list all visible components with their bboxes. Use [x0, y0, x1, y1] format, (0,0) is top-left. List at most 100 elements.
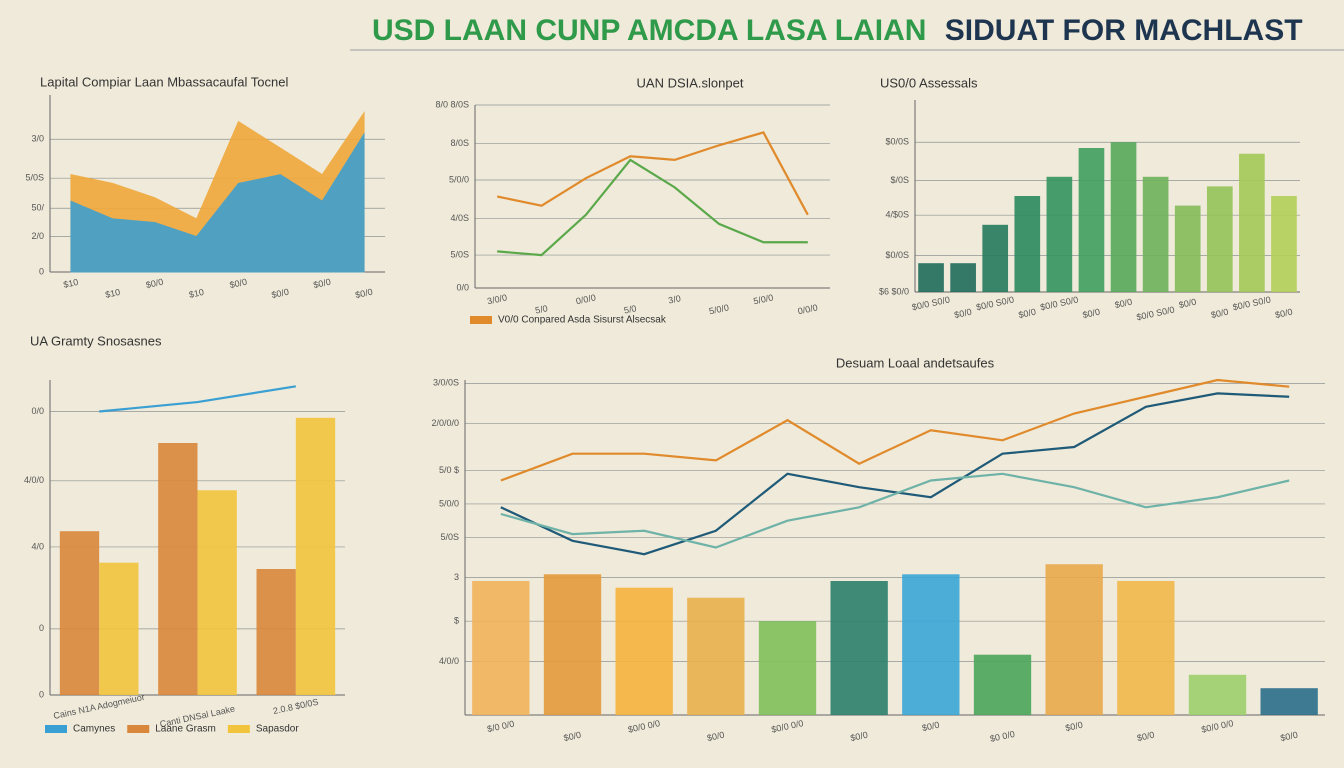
chart-title: Desuam Loaal andetsaufes [836, 355, 995, 370]
bar [1174, 205, 1201, 292]
x-tick-label: $0/0 [229, 277, 248, 290]
line [497, 158, 808, 257]
x-tick-label: $0/0 [1274, 307, 1293, 320]
x-tick-label: 5/0 [534, 303, 548, 315]
bar [295, 417, 336, 695]
legend-label: Camynes [73, 724, 115, 735]
y-tick-label: 0 [39, 623, 44, 633]
y-tick-label: 0 [39, 266, 44, 276]
y-tick-label: $6 $0/0 [879, 286, 909, 296]
bar [1046, 176, 1073, 292]
bar [59, 531, 100, 695]
x-tick-label: 2.0.8 $0/0S [272, 697, 319, 716]
y-tick-label: $ [454, 616, 459, 626]
x-tick-label: $0/0 S0/0 [1136, 304, 1176, 322]
legend-label: V0/0 Conpared Asda Sisurst Alsecsak [498, 315, 667, 326]
y-tick-label: 4/0S [450, 213, 469, 223]
x-tick-label: 5/0/0 [708, 302, 730, 316]
y-tick-label: $0/0S [885, 250, 909, 260]
x-tick-label: 5/0 [623, 303, 637, 315]
legend-swatch [227, 725, 250, 733]
x-tick-label: $0/0 S0/0 [975, 294, 1015, 312]
legend-label: Laane Grasm [155, 724, 216, 735]
legend-swatch [45, 725, 67, 733]
y-tick-label: 5/0S [25, 173, 44, 183]
y-tick-label: 0/0 [456, 282, 469, 292]
x-tick-label: 0/0/0 [797, 302, 819, 316]
y-tick-label: 4/0/0 [439, 656, 459, 666]
y-tick-label: 4/$0S [885, 210, 909, 220]
x-tick-label: $0/0 S0/0 [1039, 294, 1079, 312]
area [70, 132, 365, 273]
x-tick-label: $0/0 [1082, 307, 1101, 320]
bar [99, 562, 139, 695]
x-tick-label: $0/0 S0/0 [1232, 294, 1272, 312]
y-tick-label: 4/0/0 [24, 475, 44, 485]
y-tick-label: 5/0/0 [439, 498, 459, 508]
y-tick-label: $/0S [890, 175, 909, 185]
legend-swatch [127, 725, 150, 733]
x-tick-label: $10 [104, 287, 121, 300]
bar [1110, 142, 1137, 292]
line [500, 472, 1290, 549]
line [99, 385, 297, 413]
y-tick-label: 5/0/0 [449, 174, 469, 184]
x-tick-label: $10 [188, 287, 205, 300]
bar [197, 490, 237, 695]
x-tick-label: $0/0 [1210, 307, 1229, 320]
bar [1260, 688, 1318, 715]
bar [1271, 196, 1297, 292]
x-tick-label: $0/0 [921, 720, 940, 733]
chart-title: US0/0 Assessals [880, 75, 978, 90]
title-part: SIDUAT FOR MACHLAST [945, 14, 1303, 47]
bar [1206, 186, 1233, 292]
legend-label: Sapasdor [256, 724, 299, 735]
x-tick-label: $0/0 0/0 [1200, 718, 1234, 735]
bar [1078, 148, 1105, 292]
y-tick-label: 5/0 $ [439, 465, 459, 475]
bar [1188, 674, 1247, 715]
x-tick-label: $0/0 [271, 287, 290, 300]
x-tick-label: $0/0 [706, 730, 725, 743]
bar [1117, 581, 1175, 715]
y-tick-label: 5/0S [450, 249, 469, 259]
bar [615, 587, 673, 715]
x-tick-label: $0/0 S0/0 [911, 294, 951, 312]
x-tick-label: $10 [62, 277, 79, 290]
x-tick-label: $0/0 [849, 730, 868, 743]
bar [1142, 176, 1169, 292]
x-tick-label: $/0 0/0 [486, 719, 515, 735]
y-tick-label: 3/0/0S [433, 378, 459, 388]
bar [1239, 153, 1265, 292]
bar [902, 574, 960, 715]
chart-title: UA Gramty Snosasnes [30, 333, 162, 348]
chart-title: Lapital Compiar Laan Mbassacaufal Tocnel [40, 74, 288, 89]
bar [982, 224, 1009, 292]
y-tick-label: 8/0 8/0S [435, 99, 469, 109]
x-tick-label: $0/0 0/0 [770, 718, 804, 735]
header-title: USD LAAN CUNP AMCDA LASA LAIAN SIDUAT FO… [372, 14, 1303, 47]
x-tick-label: $0/0 0/0 [627, 718, 661, 735]
bar [758, 621, 817, 715]
line [500, 392, 1290, 556]
bar [472, 581, 530, 715]
y-tick-label: 0/0 [31, 406, 44, 416]
bar [256, 569, 296, 695]
bar [918, 263, 944, 292]
y-tick-label: 50/ [31, 203, 44, 213]
y-tick-label: 3/0 [31, 134, 44, 144]
bar [1045, 564, 1103, 715]
bar [158, 443, 198, 695]
x-tick-label: $0/0 [953, 307, 972, 320]
x-tick-label: $0 0/0 [989, 729, 1016, 744]
bar [830, 581, 888, 715]
x-tick-label: Cains N1A Adogmeiuor [52, 692, 145, 721]
bar [973, 654, 1032, 715]
x-tick-label: $0/0 [563, 730, 582, 743]
legend-swatch [470, 316, 492, 324]
x-tick-label: 3/0/0 [486, 292, 508, 306]
x-tick-label: $0/0 [1136, 730, 1155, 743]
x-tick-label: $0/0 [1178, 297, 1197, 310]
bar [1014, 196, 1041, 292]
